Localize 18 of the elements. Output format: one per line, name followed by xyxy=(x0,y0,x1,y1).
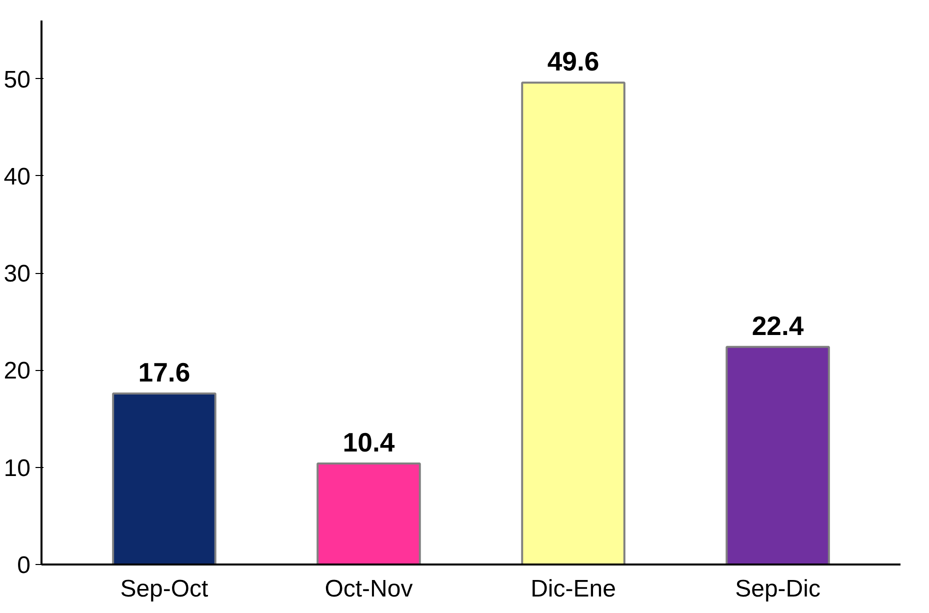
y-tick-label: 20 xyxy=(4,358,31,385)
y-tick-label: 0 xyxy=(17,552,31,579)
bar xyxy=(112,392,216,564)
y-tick-label: 30 xyxy=(4,260,31,288)
bar xyxy=(521,82,626,564)
bar xyxy=(726,346,830,564)
data-label: 10.4 xyxy=(342,427,395,458)
x-tick-label: Sep-Dic xyxy=(735,576,820,602)
x-tick-label: Oct-Nov xyxy=(324,576,413,602)
data-label: 17.6 xyxy=(138,358,190,388)
x-tick-label: Dic-Ene xyxy=(530,576,616,602)
data-label: 49.6 xyxy=(547,46,600,77)
y-tick-label: 10 xyxy=(4,454,31,482)
y-tick-label: 40 xyxy=(4,163,31,190)
data-label: 22.4 xyxy=(752,310,804,341)
x-tick-label: Sep-Oct xyxy=(120,576,209,602)
y-tick-label: 50 xyxy=(4,66,31,94)
bar xyxy=(316,462,421,564)
